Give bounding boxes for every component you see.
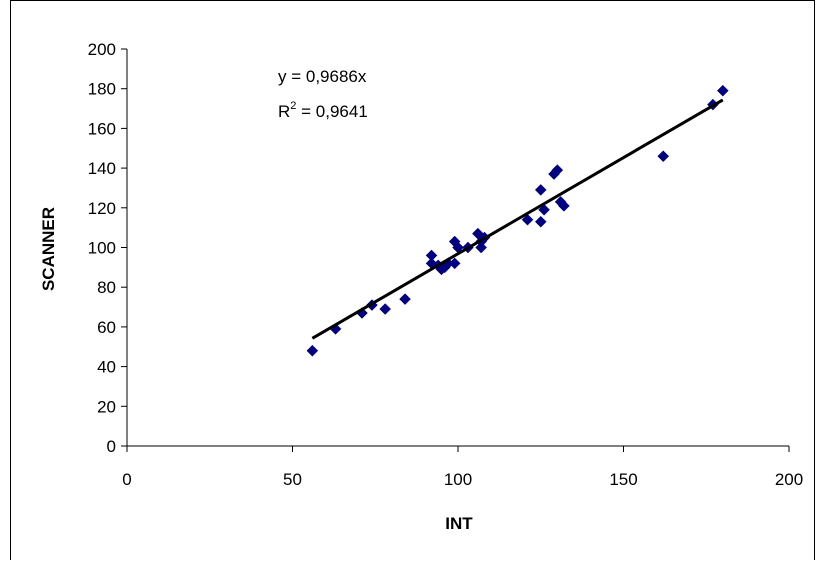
y-tick-label: 60 xyxy=(97,318,116,337)
y-tick-label: 120 xyxy=(88,199,116,218)
chart-frame xyxy=(10,0,815,560)
y-tick-label: 160 xyxy=(88,119,116,138)
data-point xyxy=(306,344,319,357)
data-point xyxy=(399,293,411,305)
y-tick-label: 140 xyxy=(88,159,116,178)
y-tick-label: 200 xyxy=(88,40,116,59)
data-point xyxy=(475,241,488,254)
data-point xyxy=(448,257,461,270)
x-tick-label: 0 xyxy=(122,470,131,489)
trendline-equation: y = 0,9686x xyxy=(278,67,367,86)
x-axis: 0 50 100 150 200 xyxy=(122,445,803,489)
data-point xyxy=(379,303,392,315)
r-squared-prefix: R xyxy=(278,102,290,121)
y-tick-label: 40 xyxy=(97,358,116,377)
y-tick-label: 180 xyxy=(88,80,116,99)
x-tick-label: 150 xyxy=(609,470,637,489)
y-tick-label: 100 xyxy=(88,239,116,258)
data-point xyxy=(534,215,547,228)
y-axis: 0 20 40 60 80 100 120 140 160 180 200 xyxy=(88,40,128,456)
y-tick-label: 20 xyxy=(97,397,116,416)
x-tick-label: 100 xyxy=(444,470,472,489)
data-point xyxy=(716,84,729,97)
x-axis-title: INT xyxy=(445,514,473,533)
r-squared-value: = 0,9641 xyxy=(296,102,367,121)
data-point xyxy=(534,184,547,196)
x-tick-label: 200 xyxy=(775,470,803,489)
r-squared-label: R2 = 0,9641 xyxy=(278,100,368,121)
trendline xyxy=(311,98,724,340)
x-tick-label: 50 xyxy=(283,470,302,489)
trendline-group xyxy=(311,98,724,340)
y-tick-label: 80 xyxy=(97,278,116,297)
y-tick-label: 0 xyxy=(107,437,116,456)
y-axis-title: SCANNER xyxy=(39,207,58,291)
r-squared-superscript: 2 xyxy=(290,100,296,112)
data-point xyxy=(657,150,670,163)
data-point xyxy=(521,213,534,226)
data-point xyxy=(558,199,570,212)
data-point xyxy=(551,164,564,176)
